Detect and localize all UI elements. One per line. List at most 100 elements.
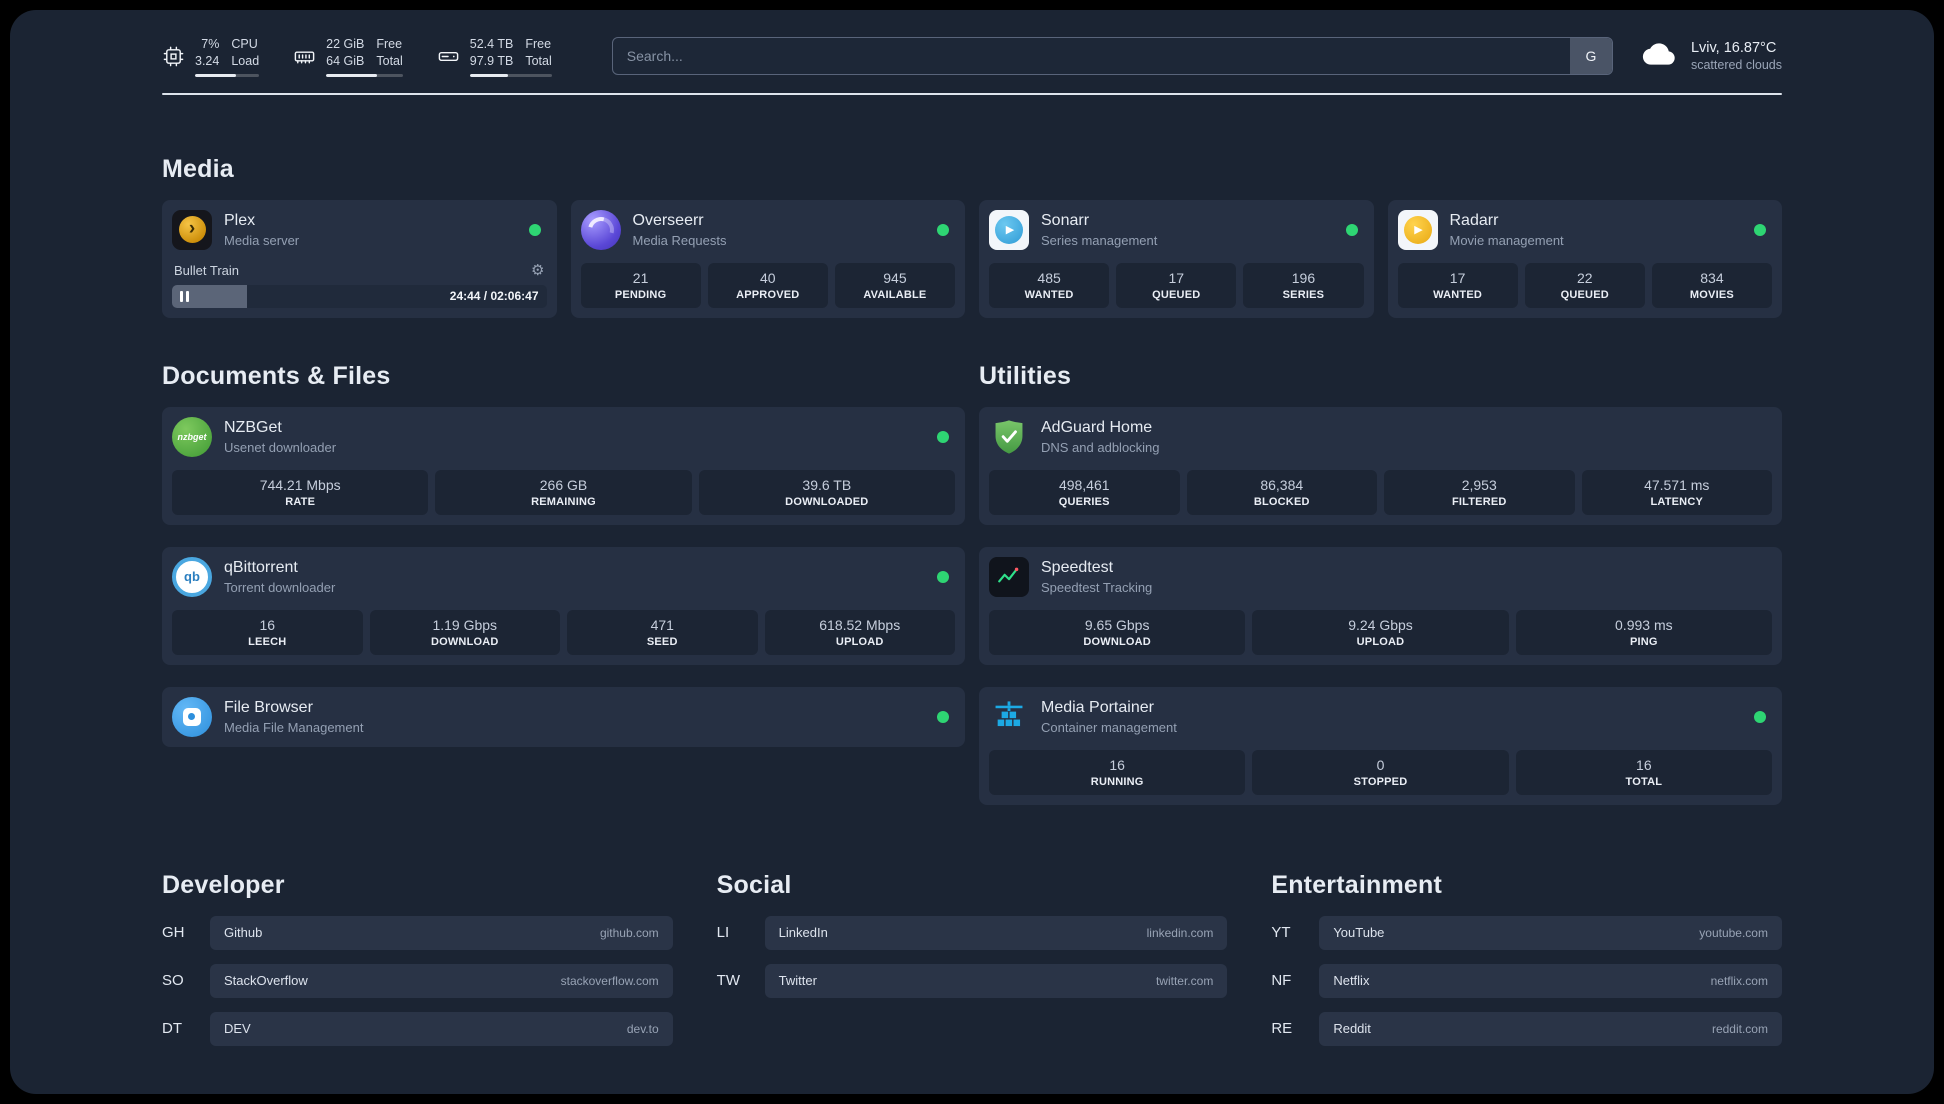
cpu-load-label: Load [231, 53, 260, 68]
cloud-icon [1639, 38, 1679, 75]
search-bar: G [611, 37, 1613, 76]
service-name: Speedtest [1041, 558, 1114, 576]
service-desc: Torrent downloader [224, 579, 336, 595]
overseerr-icon [580, 209, 621, 250]
cpu-icon [162, 45, 185, 68]
bookmark-group-social: Social LI LinkedIn linkedin.com TW Twitt… [717, 871, 1228, 1012]
status-dot [937, 710, 949, 723]
dashboard-frame: 7% 3.24 CPU Load 22 GiB [10, 10, 1934, 1094]
service-card-overseerr[interactable]: Overseerr Media Requests 21 PENDING 40 APP… [570, 199, 965, 318]
bookmark-youtube: YT YouTube youtube.com [1271, 915, 1782, 950]
service-card-radarr[interactable]: ▶ Radarr Movie management 17 WANTED 22 QUE… [1387, 199, 1782, 318]
bookmark-linkedin: LI LinkedIn linkedin.com [716, 915, 1228, 950]
stat: 498,461 QUERIES [989, 469, 1180, 515]
gear-icon[interactable]: ⚙ [531, 261, 545, 279]
stat: 196 SERIES [1243, 262, 1364, 308]
memory-free-label: Free [376, 37, 403, 51]
playback-progress-bar[interactable]: 24:44 / 02:06:47 [172, 284, 547, 308]
stat: 0.993 ms PING [1515, 609, 1772, 655]
disk-usage-bar [469, 73, 552, 77]
stat: 266 GB REMAINING [435, 469, 692, 515]
weather-location: Lviv, 16.87°C [1690, 40, 1777, 57]
bookmark-abbr: LI [716, 924, 730, 942]
section-title-documents: Documents & Files [162, 361, 391, 390]
bookmark-link[interactable]: DEV dev.to [210, 1011, 673, 1046]
cpu-widget: 7% 3.24 CPU Load [162, 36, 260, 77]
section-title-social: Social [716, 870, 792, 899]
service-name: AdGuard Home [1041, 418, 1153, 436]
search-input[interactable] [611, 37, 1613, 76]
service-card-qbittorrent[interactable]: qb qBittorrent Torrent downloader 16 LEEC… [162, 546, 965, 665]
service-card-sonarr[interactable]: ▶ Sonarr Series management 485 WANTED 17 Q… [979, 199, 1374, 318]
memory-free-value: 22 GiB [326, 37, 365, 51]
radarr-icon: ▶ [1397, 209, 1438, 250]
filebrowser-icon [172, 696, 212, 737]
service-card-adguard[interactable]: AdGuard Home DNS and adblocking 498,461 Q… [979, 406, 1782, 525]
service-name: Overseerr [632, 211, 704, 229]
stat: 40 APPROVED [707, 262, 828, 308]
service-desc: Media server [224, 232, 300, 248]
service-card-nzbget[interactable]: nzbget NZBGet Usenet downloader 744.21 M… [162, 406, 965, 525]
bookmark-link[interactable]: LinkedIn linkedin.com [764, 915, 1228, 950]
stat: 39.6 TB DOWNLOADED [698, 469, 955, 515]
service-card-speedtest[interactable]: Speedtest Speedtest Tracking 9.65 Gbps DO… [979, 546, 1782, 665]
bookmark-group-developer: Developer GH Github github.com SO StackO… [162, 871, 673, 1060]
service-desc: Series management [1041, 232, 1158, 248]
bookmark-twitter: TW Twitter twitter.com [717, 963, 1228, 998]
service-name: Media Portainer [1041, 698, 1154, 716]
disk-free-label: Free [525, 37, 552, 51]
disk-total-label: Total [525, 53, 552, 68]
service-name: File Browser [224, 698, 313, 716]
cpu-usage-bar [195, 73, 260, 77]
service-desc: Movie management [1449, 232, 1564, 248]
stat: 618.52 Mbps UPLOAD [764, 609, 955, 655]
status-dot [937, 570, 949, 583]
disk-total-value: 97.9 TB [469, 53, 514, 68]
nzbget-icon: nzbget [172, 416, 212, 457]
bookmark-link[interactable]: YouTube youtube.com [1319, 915, 1782, 950]
search-provider-button[interactable]: G [1569, 38, 1612, 75]
bookmark-abbr: RE [1271, 1020, 1293, 1038]
weather-widget: Lviv, 16.87°C scattered clouds [1639, 38, 1782, 75]
bookmark-link[interactable]: Reddit reddit.com [1319, 1011, 1782, 1046]
stat: 9.24 Gbps UPLOAD [1252, 609, 1509, 655]
service-card-plex[interactable]: › Plex Media server Bullet Train ⚙ [162, 199, 557, 318]
stat: 21 PENDING [580, 262, 701, 308]
stat: 16 RUNNING [989, 749, 1246, 795]
service-desc: Speedtest Tracking [1041, 579, 1153, 595]
adguard-icon [989, 417, 1029, 457]
bookmark-link[interactable]: Github github.com [210, 915, 673, 950]
service-desc: Media File Management [224, 719, 364, 735]
section-title-utilities: Utilities [979, 361, 1072, 390]
pause-icon[interactable] [180, 290, 189, 302]
stat: 22 QUEUED [1524, 262, 1645, 308]
service-name: Radarr [1449, 211, 1499, 229]
bookmark-link[interactable]: Twitter twitter.com [764, 963, 1228, 998]
stat: 471 SEED [567, 609, 758, 655]
bookmark-link[interactable]: StackOverflow stackoverflow.com [210, 963, 673, 998]
stat: 0 STOPPED [1252, 749, 1509, 795]
service-name: Sonarr [1041, 211, 1090, 229]
bookmark-group-entertainment: Entertainment YT YouTube youtube.com NF … [1271, 871, 1782, 1060]
bookmark-link[interactable]: Netflix netflix.com [1319, 963, 1782, 998]
cpu-percent: 7% [201, 37, 220, 51]
memory-icon [293, 45, 316, 68]
section-title-entertainment: Entertainment [1271, 870, 1443, 899]
service-desc: DNS and adblocking [1041, 439, 1160, 455]
status-dot [528, 223, 541, 236]
disk-widget: 52.4 TB 97.9 TB Free Total [437, 36, 552, 77]
stat: 1.19 Gbps DOWNLOAD [369, 609, 560, 655]
memory-total-label: Total [376, 53, 403, 68]
playback-progress-fill [172, 284, 247, 308]
stat: 16 LEECH [172, 609, 363, 655]
service-name: qBittorrent [224, 558, 298, 576]
stat: 2,953 FILTERED [1384, 469, 1575, 515]
stat: 17 QUEUED [1116, 262, 1237, 308]
stat: 16 TOTAL [1515, 749, 1772, 795]
stat: 86,384 BLOCKED [1186, 469, 1377, 515]
service-card-filebrowser[interactable]: File Browser Media File Management [162, 686, 965, 747]
service-card-portainer[interactable]: Media Portainer Container management 16 R… [979, 686, 1782, 805]
stat: 17 WANTED [1397, 262, 1518, 308]
bookmark-abbr: YT [1271, 924, 1291, 942]
section-title-media: Media [162, 154, 234, 183]
